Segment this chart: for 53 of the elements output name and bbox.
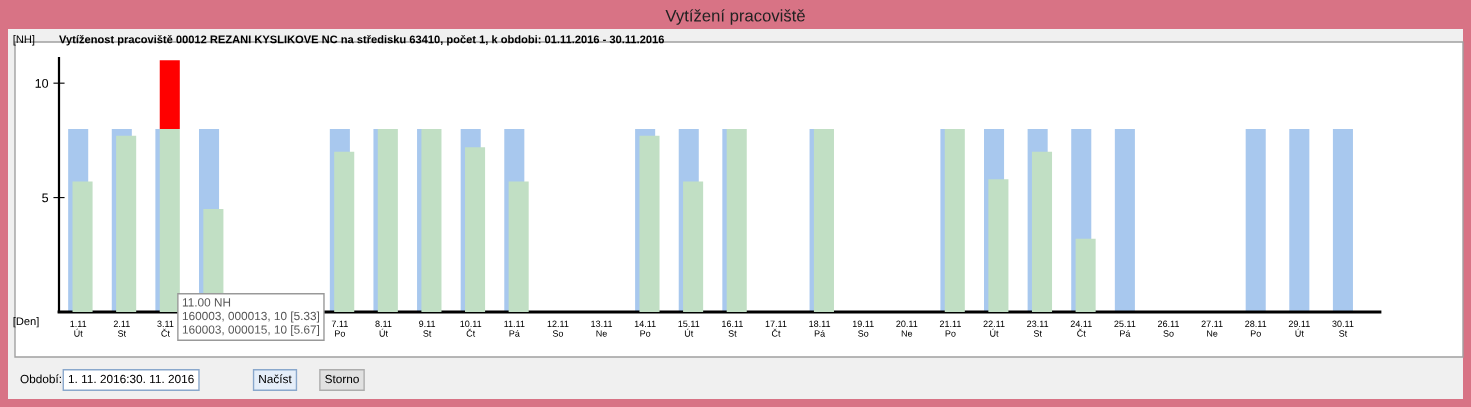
text: 1. 11. 2016:30. 11. 2016 (68, 374, 194, 384)
text: Období: (20, 374, 61, 384)
x-tick-label: 16.11 St (722, 320, 743, 337)
x-tick-label: 17.11 Čt (765, 320, 787, 337)
x-tick-label: 8.11 Út (375, 320, 392, 337)
x-tick-label: 1.11 Út (70, 320, 87, 337)
x-tick-label: 20.11 Ne (896, 320, 918, 337)
x-tick-label: 15.11 Út (678, 320, 700, 337)
x-tick-label: 10.11 Čt (460, 320, 482, 337)
bar (639, 135, 660, 312)
x-tick-label: 3.11 Čt (157, 320, 174, 337)
bar (72, 181, 93, 312)
bar (988, 179, 1009, 312)
x-tick-label: 14.11 Po (634, 320, 656, 337)
x-tick-label: 24.11 Čt (1070, 320, 1092, 337)
x-tick-label: 7.11 Po (331, 320, 348, 337)
x-tick-label: 29.11 Út (1288, 320, 1310, 337)
y-axis-title: [NH] (13, 35, 35, 46)
bar (116, 135, 137, 312)
x-tick-label: 30.11 St (1332, 320, 1354, 337)
bar (1332, 128, 1353, 312)
x-tick-label: 28.11 Po (1245, 320, 1267, 337)
chart-subtitle: Vytíženost pracoviště 00012 REZANI KYSLIKOVE NC na středisku 63410, počet 1, k obdobi: 01.11.2016 - 30.11.2016 (59, 34, 664, 46)
bar (1031, 151, 1053, 312)
y-tick-label: 5 (42, 193, 49, 203)
x-tick-label: 23.11 St (1027, 320, 1049, 337)
x-tick-label: 18.11 Pá (809, 320, 831, 337)
chart-title: Vytížení pracoviště (665, 9, 805, 25)
x-tick-label: 11.11 Pá (504, 320, 525, 337)
text: Načíst (259, 374, 292, 384)
bar (1075, 238, 1096, 312)
text: Storno (325, 374, 359, 384)
bar (508, 181, 529, 312)
bar (1245, 128, 1266, 312)
x-tick-label: 12.11 So (547, 320, 569, 337)
x-tick-label: 13.11 Ne (591, 320, 613, 337)
annotation: 11.00 NH 160003, 000013, 10 [5.33] 160003, 000015, 10 [5.67] (182, 298, 320, 337)
x-tick-label: 22.11 Út (983, 320, 1005, 337)
x-tick-label: 27.11 Ne (1201, 320, 1223, 337)
bar (1114, 128, 1135, 312)
x-tick-label: 19.11 So (852, 320, 874, 337)
x-tick-label: 26.11 So (1157, 320, 1180, 337)
bar (1289, 128, 1310, 312)
bar (683, 181, 704, 312)
x-tick-label: 9.11 St (419, 320, 436, 337)
x-tick-label: 21.11 Po (939, 320, 961, 337)
x-tick-label: 2.11 St (113, 320, 130, 337)
x-tick-label: 25.11 Pá (1114, 320, 1136, 337)
x-axis-title: [Den] (13, 316, 39, 328)
bar (334, 151, 355, 312)
y-tick-label: 10 (35, 78, 49, 88)
bar (159, 60, 180, 129)
bar (465, 147, 486, 312)
